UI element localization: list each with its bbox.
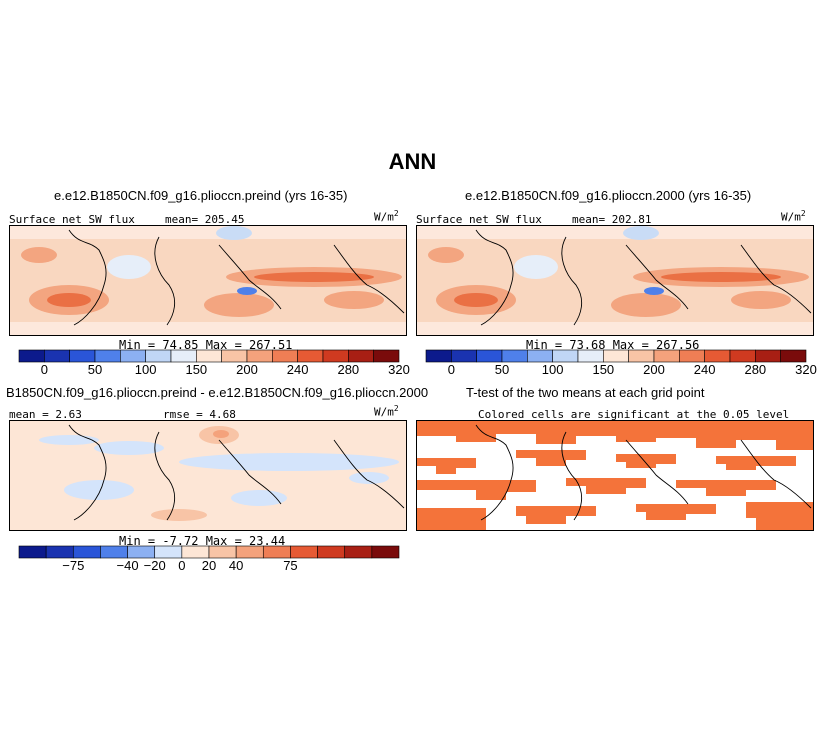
colorbar-swatch <box>653 349 680 363</box>
panel1-colorbar <box>18 349 400 363</box>
colorbar-swatch <box>755 349 781 363</box>
panel3-units: W/m2 <box>374 404 399 419</box>
colorbar-tick-label: 280 <box>337 362 360 377</box>
colorbar-tick-label: 0 <box>40 362 48 377</box>
colorbar-swatch <box>527 349 553 363</box>
colorbar-swatch <box>552 349 579 363</box>
colorbar-tick-label: 50 <box>494 362 510 377</box>
panel1-mean-label: mean= 205.45 <box>165 213 245 226</box>
colorbar-swatch <box>262 545 291 559</box>
colorbar-tick-label: 150 <box>592 362 615 377</box>
colorbar-tick-label: −75 <box>62 558 85 573</box>
colorbar-swatch <box>501 349 528 363</box>
panel2-map <box>416 225 814 336</box>
colorbar-tick-label: 200 <box>643 362 665 377</box>
panel3-map <box>9 420 407 531</box>
colorbar-swatch <box>322 349 349 363</box>
figure-title: ANN <box>388 149 437 174</box>
colorbar-swatch <box>373 349 400 363</box>
colorbar-tick-label: 150 <box>185 362 208 377</box>
colorbar-swatch <box>221 349 248 363</box>
panel3-title: B1850CN.f09_g16.plioccn.preind - e.e12.B… <box>6 385 429 400</box>
colorbar-swatch <box>729 349 756 363</box>
panel3-rmse-label: rmse = 4.68 <box>163 408 236 421</box>
colorbar-swatch <box>246 349 273 363</box>
panel2-minmax: Min = 73.68 Max = 267.56 <box>526 338 700 352</box>
colorbar-swatch <box>72 545 101 559</box>
colorbar-swatch <box>628 349 655 363</box>
colorbar-tick-label: 40 <box>228 558 244 573</box>
colorbar-swatch <box>127 545 156 559</box>
colorbar-tick-label: 200 <box>236 362 258 377</box>
panel4-subtitle: Colored cells are significant at the 0.0… <box>478 408 790 421</box>
colorbar-tick-label: 240 <box>693 362 716 377</box>
colorbar-tick-label: −20 <box>143 558 166 573</box>
colorbar-tick-label: 320 <box>795 362 817 377</box>
panel1-units: W/m2 <box>374 209 399 224</box>
panel2-field-label: Surface net SW flux <box>416 213 542 226</box>
panel4-significance-map <box>416 420 814 531</box>
colorbar-swatch <box>94 349 121 363</box>
colorbar-swatch <box>371 545 400 559</box>
colorbar-swatch <box>45 545 74 559</box>
colorbar-tick-label: −40 <box>116 558 139 573</box>
colorbar-tick-label: 20 <box>201 558 217 573</box>
colorbar-tick-label: 0 <box>447 362 455 377</box>
panel1-minmax: Min = 74.85 Max = 267.51 <box>119 338 293 352</box>
colorbar-swatch <box>170 349 197 363</box>
colorbar-swatch <box>704 349 731 363</box>
colorbar-swatch <box>603 349 629 363</box>
colorbar-swatch <box>290 545 318 559</box>
colorbar-swatch <box>272 349 298 363</box>
colorbar-swatch <box>348 349 374 363</box>
panel1-field-label: Surface net SW flux <box>9 213 135 226</box>
colorbar-swatch <box>780 349 807 363</box>
colorbar-swatch <box>154 545 183 559</box>
panel2-title: e.e12.B1850CN.f09_g16.plioccn.2000 (yrs … <box>465 188 752 203</box>
colorbar-swatch <box>317 545 346 559</box>
colorbar-swatch <box>425 349 452 363</box>
panel3-mean-label: mean = 2.63 <box>9 408 82 421</box>
colorbar-swatch <box>208 545 237 559</box>
panel1-map <box>9 225 407 336</box>
colorbar-swatch <box>476 349 503 363</box>
panel2-colorbar <box>425 349 807 363</box>
colorbar-swatch <box>18 349 45 363</box>
panel3-minmax: Min = -7.72 Max = 23.44 <box>119 534 286 548</box>
colorbar-swatch <box>577 349 604 363</box>
panel2-mean-label: mean= 202.81 <box>572 213 652 226</box>
panel4-title: T-test of the two means at each grid poi… <box>466 385 705 400</box>
colorbar-swatch <box>120 349 146 363</box>
colorbar-tick-label: 100 <box>134 362 157 377</box>
panel2-units: W/m2 <box>781 209 806 224</box>
colorbar-tick-label: 0 <box>178 558 186 573</box>
colorbar-tick-label: 75 <box>283 558 298 573</box>
colorbar-tick-label: 50 <box>87 362 103 377</box>
colorbar-swatch <box>69 349 96 363</box>
panel1-title: e.e12.B1850CN.f09_g16.plioccn.preind (yr… <box>54 188 348 203</box>
colorbar-swatch <box>679 349 705 363</box>
colorbar-swatch <box>181 545 210 559</box>
colorbar-swatch <box>100 545 128 559</box>
panel3-colorbar <box>18 545 400 559</box>
colorbar-tick-label: 320 <box>388 362 410 377</box>
colorbar-tick-label: 100 <box>541 362 564 377</box>
colorbar-swatch <box>145 349 172 363</box>
colorbar-swatch <box>235 545 264 559</box>
colorbar-swatch <box>344 545 373 559</box>
colorbar-tick-label: 280 <box>744 362 767 377</box>
colorbar-swatch <box>18 545 47 559</box>
colorbar-swatch <box>297 349 324 363</box>
colorbar-swatch <box>44 349 70 363</box>
colorbar-tick-label: 240 <box>286 362 309 377</box>
colorbar-swatch <box>196 349 222 363</box>
colorbar-swatch <box>451 349 477 363</box>
